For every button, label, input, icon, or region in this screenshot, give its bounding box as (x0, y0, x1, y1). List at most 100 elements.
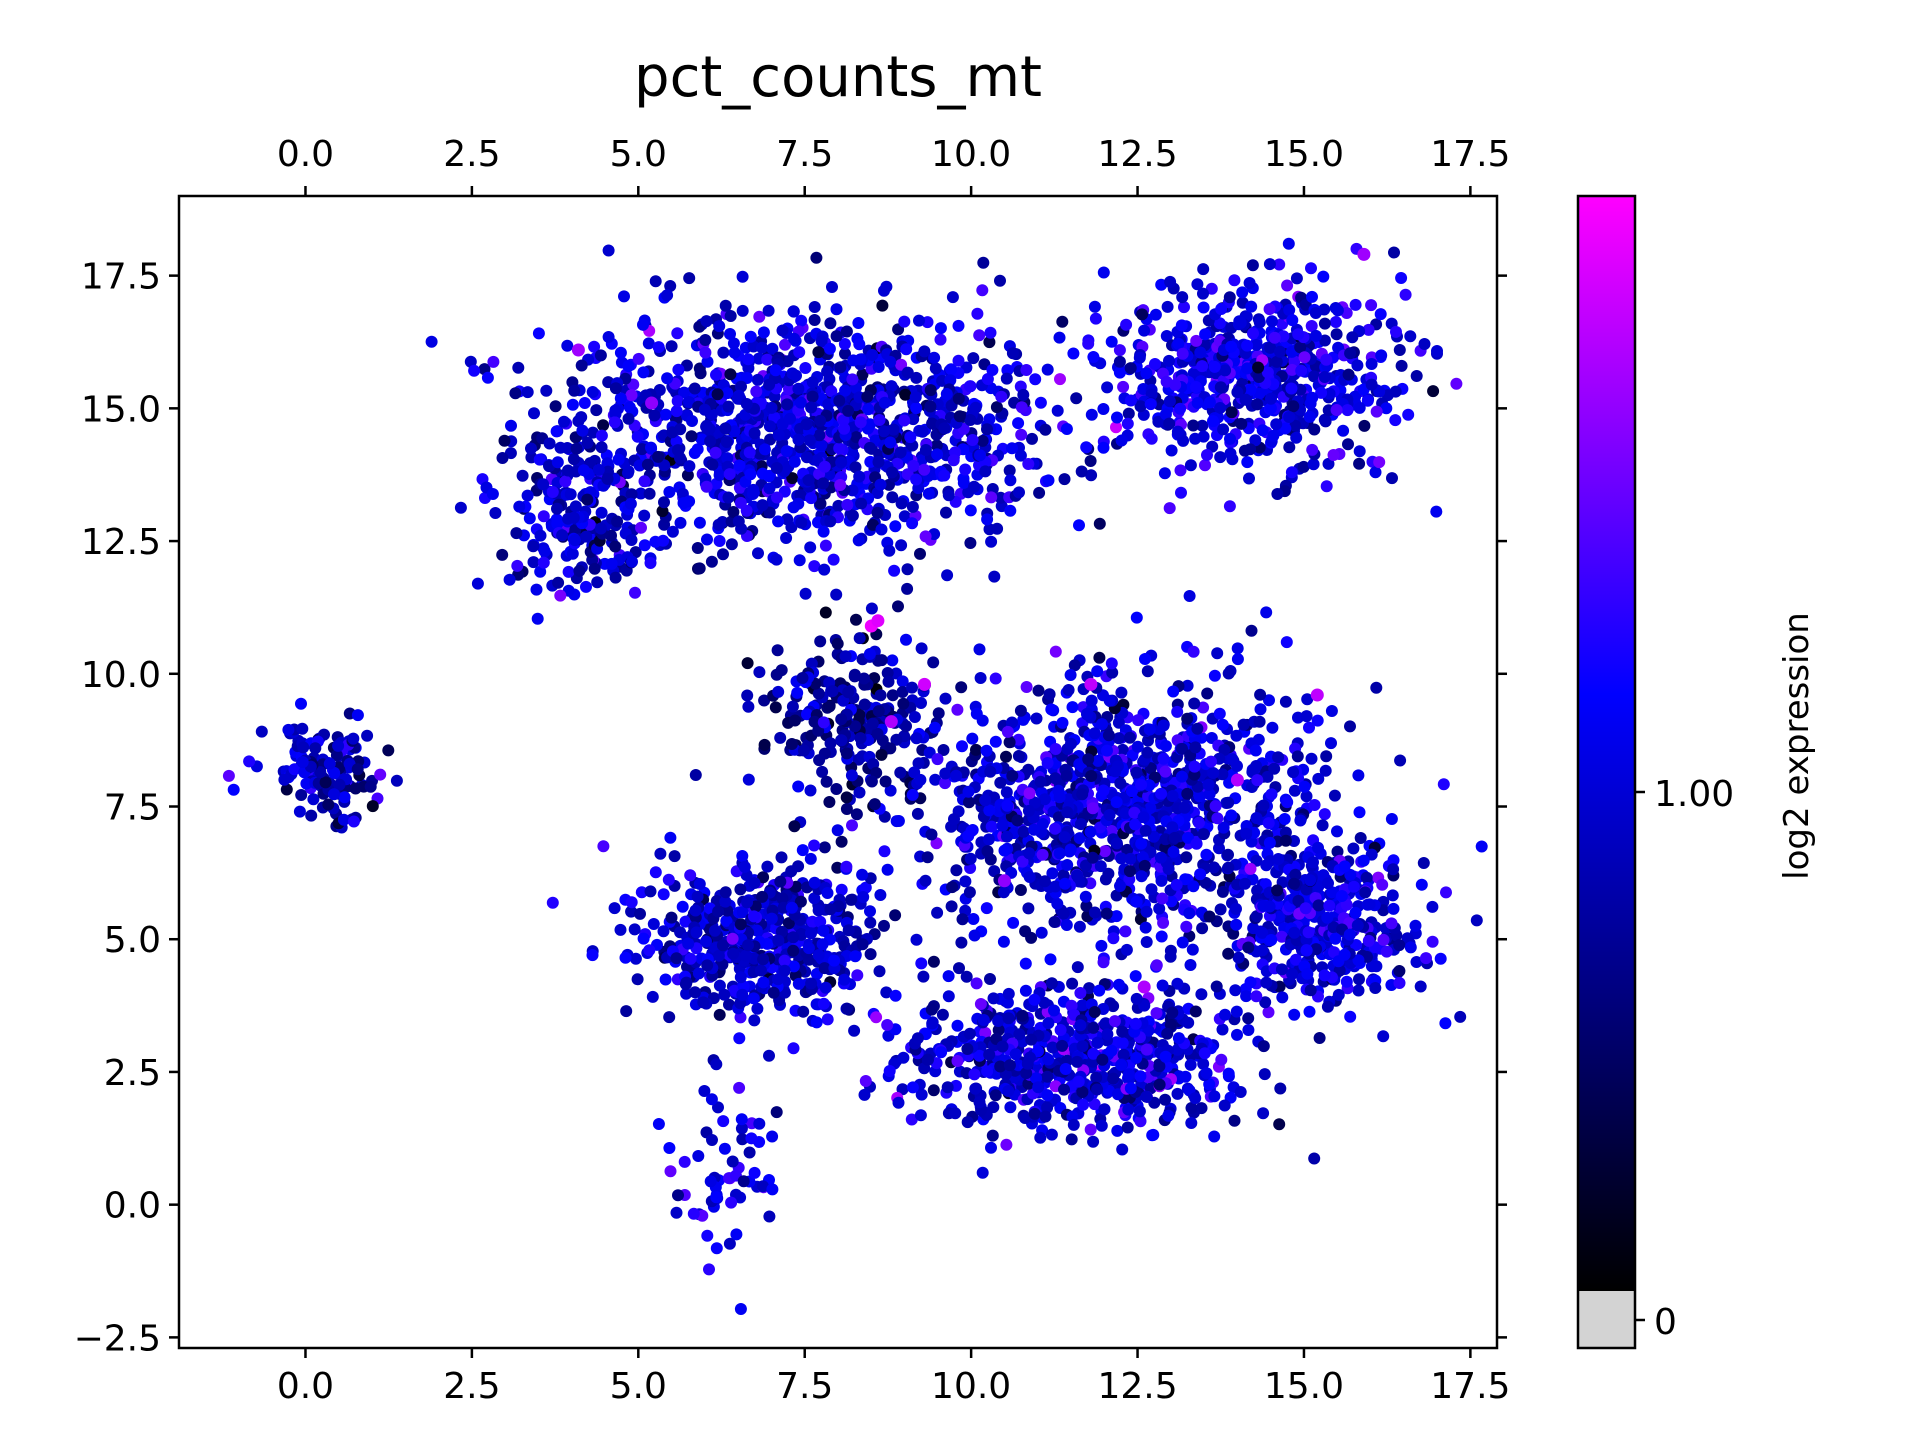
data-point (1210, 800, 1222, 812)
data-point (1306, 753, 1318, 765)
data-point (1050, 646, 1062, 658)
data-point (1149, 358, 1161, 370)
data-point (1393, 965, 1405, 977)
data-point (1167, 790, 1179, 802)
data-point (1061, 859, 1073, 871)
data-point (910, 391, 922, 403)
data-point (1111, 796, 1123, 808)
data-point (1198, 302, 1210, 314)
data-point (1116, 1026, 1128, 1038)
data-point (750, 386, 762, 398)
data-point (1123, 1068, 1135, 1080)
data-point (771, 1106, 783, 1118)
data-point (870, 1011, 882, 1023)
data-point (879, 845, 891, 857)
data-point (1131, 993, 1143, 1005)
data-point (924, 401, 936, 413)
data-point (680, 978, 692, 990)
data-point (839, 385, 851, 397)
data-point (724, 468, 736, 480)
data-point (1199, 1047, 1211, 1059)
data-point (1117, 381, 1129, 393)
data-point (1238, 719, 1250, 731)
data-point (1155, 852, 1167, 864)
data-point (781, 445, 793, 457)
data-point (909, 711, 921, 723)
data-point (841, 803, 853, 815)
data-point (1306, 291, 1318, 303)
data-point (822, 887, 834, 899)
data-point (788, 1042, 800, 1054)
data-point (1219, 364, 1231, 376)
data-point (694, 517, 706, 529)
data-point (1006, 770, 1018, 782)
data-point (792, 383, 804, 395)
data-point (794, 554, 806, 566)
data-point (1175, 487, 1187, 499)
data-point (788, 306, 800, 318)
data-point (1215, 1054, 1227, 1066)
data-point (886, 491, 898, 503)
data-point (1223, 668, 1235, 680)
data-point (915, 697, 927, 709)
data-point (1244, 443, 1256, 455)
data-point (1279, 813, 1291, 825)
data-point (981, 423, 993, 435)
data-point (626, 896, 638, 908)
data-point (1151, 959, 1163, 971)
data-point (965, 853, 977, 865)
data-point (1215, 303, 1227, 315)
data-point (1233, 952, 1245, 964)
data-point (1066, 1133, 1078, 1145)
data-point (893, 815, 905, 827)
data-point (1015, 705, 1027, 717)
data-point (828, 554, 840, 566)
data-point (805, 927, 817, 939)
data-point (880, 776, 892, 788)
data-point (878, 920, 890, 932)
data-point (1217, 886, 1229, 898)
data-point (907, 1081, 919, 1093)
data-point (735, 971, 747, 983)
data-point (880, 281, 892, 293)
data-point (938, 470, 950, 482)
data-point (872, 507, 884, 519)
data-point (950, 864, 962, 876)
data-point (809, 314, 821, 326)
data-point (1119, 925, 1131, 937)
data-point (602, 473, 614, 485)
data-point (1098, 785, 1110, 797)
data-point (822, 1013, 834, 1025)
data-point (1176, 319, 1188, 331)
data-point (961, 1043, 973, 1055)
data-point (1061, 806, 1073, 818)
data-point (1350, 299, 1362, 311)
data-point (1328, 449, 1340, 461)
data-point (1370, 682, 1382, 694)
data-point (897, 1052, 909, 1064)
data-point (1060, 1063, 1072, 1075)
data-point (817, 477, 829, 489)
data-point (689, 986, 701, 998)
data-point (1255, 703, 1267, 715)
data-point (1176, 771, 1188, 783)
data-point (587, 386, 599, 398)
data-point (1254, 716, 1266, 728)
data-point (685, 953, 697, 965)
data-point (1056, 316, 1068, 328)
data-point (873, 705, 885, 717)
data-point (1138, 811, 1150, 823)
data-point (935, 322, 947, 334)
data-point (974, 1096, 986, 1108)
data-point (840, 861, 852, 873)
data-point (805, 853, 817, 865)
data-point (686, 415, 698, 427)
data-point (981, 1065, 993, 1077)
data-point (1320, 354, 1332, 366)
data-point (1187, 420, 1199, 432)
data-point (979, 465, 991, 477)
data-point (963, 796, 975, 808)
scatter-points (223, 238, 1488, 1315)
data-point (1031, 713, 1043, 725)
data-point (834, 479, 846, 491)
